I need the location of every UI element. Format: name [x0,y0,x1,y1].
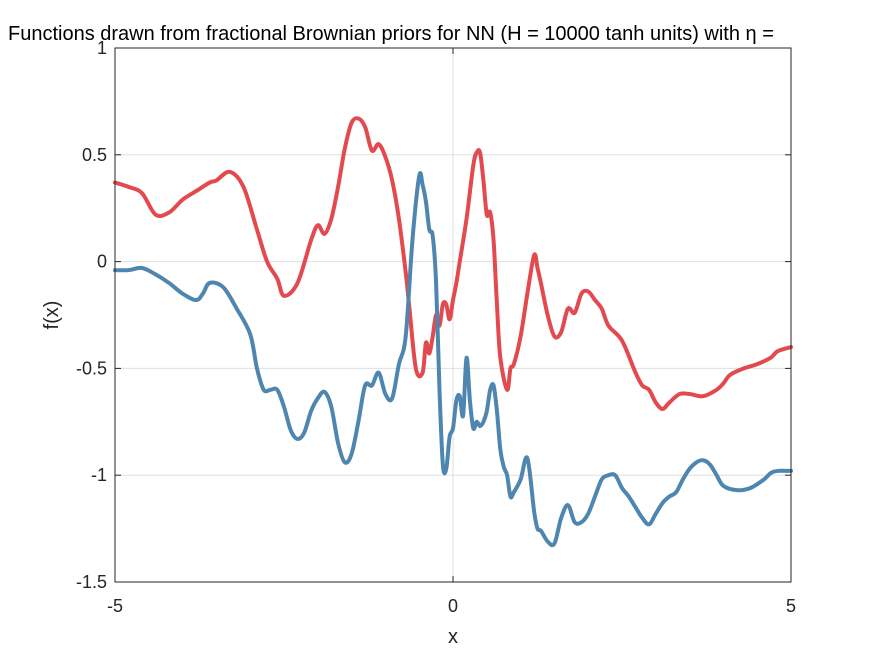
x-tick-label: 5 [786,596,796,616]
x-tick-label: -5 [107,596,123,616]
series-line-1 [113,116,793,411]
chart-title: Functions drawn from fractional Brownian… [8,23,774,45]
tick-labels: -5 0 5 -1.5 -1 -0.5 0 0.5 1 [76,38,796,616]
x-axis-label: x [448,626,458,648]
tick-marks [114,47,792,583]
y-tick-label: -1 [91,465,107,485]
series-layer [113,116,793,548]
y-tick-label: 0.5 [82,145,107,165]
y-tick-label: 0 [97,252,107,272]
y-tick-label: 1 [97,38,107,58]
y-tick-label: -0.5 [76,358,107,378]
y-axis-label: f(x) [41,301,63,330]
y-tick-label: -1.5 [76,572,107,592]
series-line-2 [113,170,793,548]
x-tick-label: 0 [448,596,458,616]
